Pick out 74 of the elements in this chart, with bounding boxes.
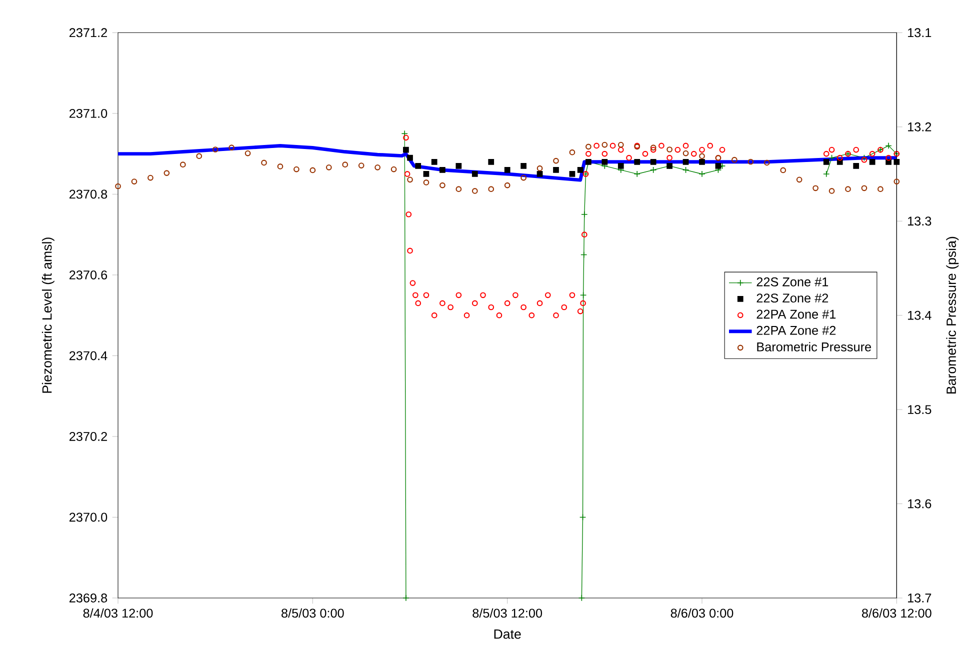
- point: [878, 186, 884, 192]
- point: [732, 156, 738, 163]
- y-tick-label: 2371.0: [69, 108, 108, 118]
- point: [812, 185, 818, 192]
- point: [244, 150, 251, 156]
- point: [828, 188, 835, 194]
- point: [310, 167, 316, 174]
- legend-label: 22PA Zone #2: [756, 326, 836, 335]
- point: [131, 178, 138, 184]
- x-tick-label: 8/5/03 0:00: [282, 608, 344, 618]
- point: [699, 153, 705, 160]
- point: [845, 186, 851, 192]
- y2-tick-label: 13.3: [908, 216, 932, 226]
- y2-tick-label: 13.1: [908, 28, 932, 38]
- legend-label: 22S Zone #1: [756, 277, 828, 286]
- y-tick-label: 2370.2: [69, 432, 107, 441]
- point: [374, 164, 380, 170]
- point: [682, 150, 689, 156]
- point: [148, 174, 154, 181]
- point: [456, 186, 462, 192]
- point: [748, 158, 754, 165]
- point: [520, 174, 526, 181]
- point: [228, 144, 234, 151]
- y-tick-label: 2370.0: [69, 512, 108, 522]
- point: [861, 185, 868, 192]
- x-tick-label: 8/4/03 12:00: [83, 608, 153, 618]
- point: [536, 165, 543, 172]
- point: [440, 182, 446, 188]
- y2-tick-label: 13.7: [908, 594, 932, 602]
- y-axis-title: Piezometric Level (ft amsl): [42, 238, 54, 393]
- legend-label: Barometric Pressure: [757, 342, 872, 352]
- point: [180, 162, 186, 168]
- point: [326, 164, 332, 170]
- y2-tick-label: 13.2: [908, 122, 932, 132]
- point: [294, 166, 300, 172]
- point: [618, 142, 624, 148]
- point: [472, 188, 478, 194]
- y2-tick-label: 13.6: [908, 499, 932, 508]
- point: [261, 160, 267, 166]
- x-axis-title: Date: [494, 630, 521, 639]
- point: [164, 170, 170, 176]
- point: [407, 176, 413, 183]
- point: [764, 160, 770, 166]
- point: [666, 146, 672, 152]
- point: [212, 146, 218, 152]
- y-tick-label: 2371.2: [69, 28, 107, 38]
- point: [358, 162, 364, 168]
- point: [894, 178, 900, 184]
- legend-label: 22PA Zone #1: [756, 310, 836, 319]
- point: [586, 144, 592, 150]
- point: [488, 186, 494, 192]
- point: [390, 166, 397, 172]
- y2-tick-label: 13.4: [908, 310, 932, 320]
- point: [115, 183, 121, 190]
- point: [796, 176, 802, 183]
- y-tick-label: 2370.8: [69, 190, 108, 199]
- point: [277, 164, 284, 170]
- y2-tick-label: 13.5: [908, 405, 932, 414]
- point: [504, 182, 510, 188]
- y-tick-label: 2369.8: [69, 594, 108, 602]
- y-tick-label: 2370.6: [69, 270, 108, 280]
- point: [569, 149, 576, 156]
- point: [553, 158, 559, 164]
- x-tick-label: 8/6/03 12:00: [862, 608, 932, 618]
- point: [342, 162, 348, 168]
- point: [423, 180, 430, 186]
- y-tick-label: 2370.4: [69, 351, 108, 360]
- x-tick-label: 8/6/03 0:00: [670, 608, 734, 618]
- y2-axis-title: Barometric Pressure (psia): [946, 236, 959, 394]
- legend-label: 22S Zone #2: [756, 294, 828, 303]
- x-tick-label: 8/5/03 12:00: [472, 608, 542, 618]
- point: [196, 153, 202, 160]
- point: [780, 167, 786, 174]
- point: [602, 142, 608, 148]
